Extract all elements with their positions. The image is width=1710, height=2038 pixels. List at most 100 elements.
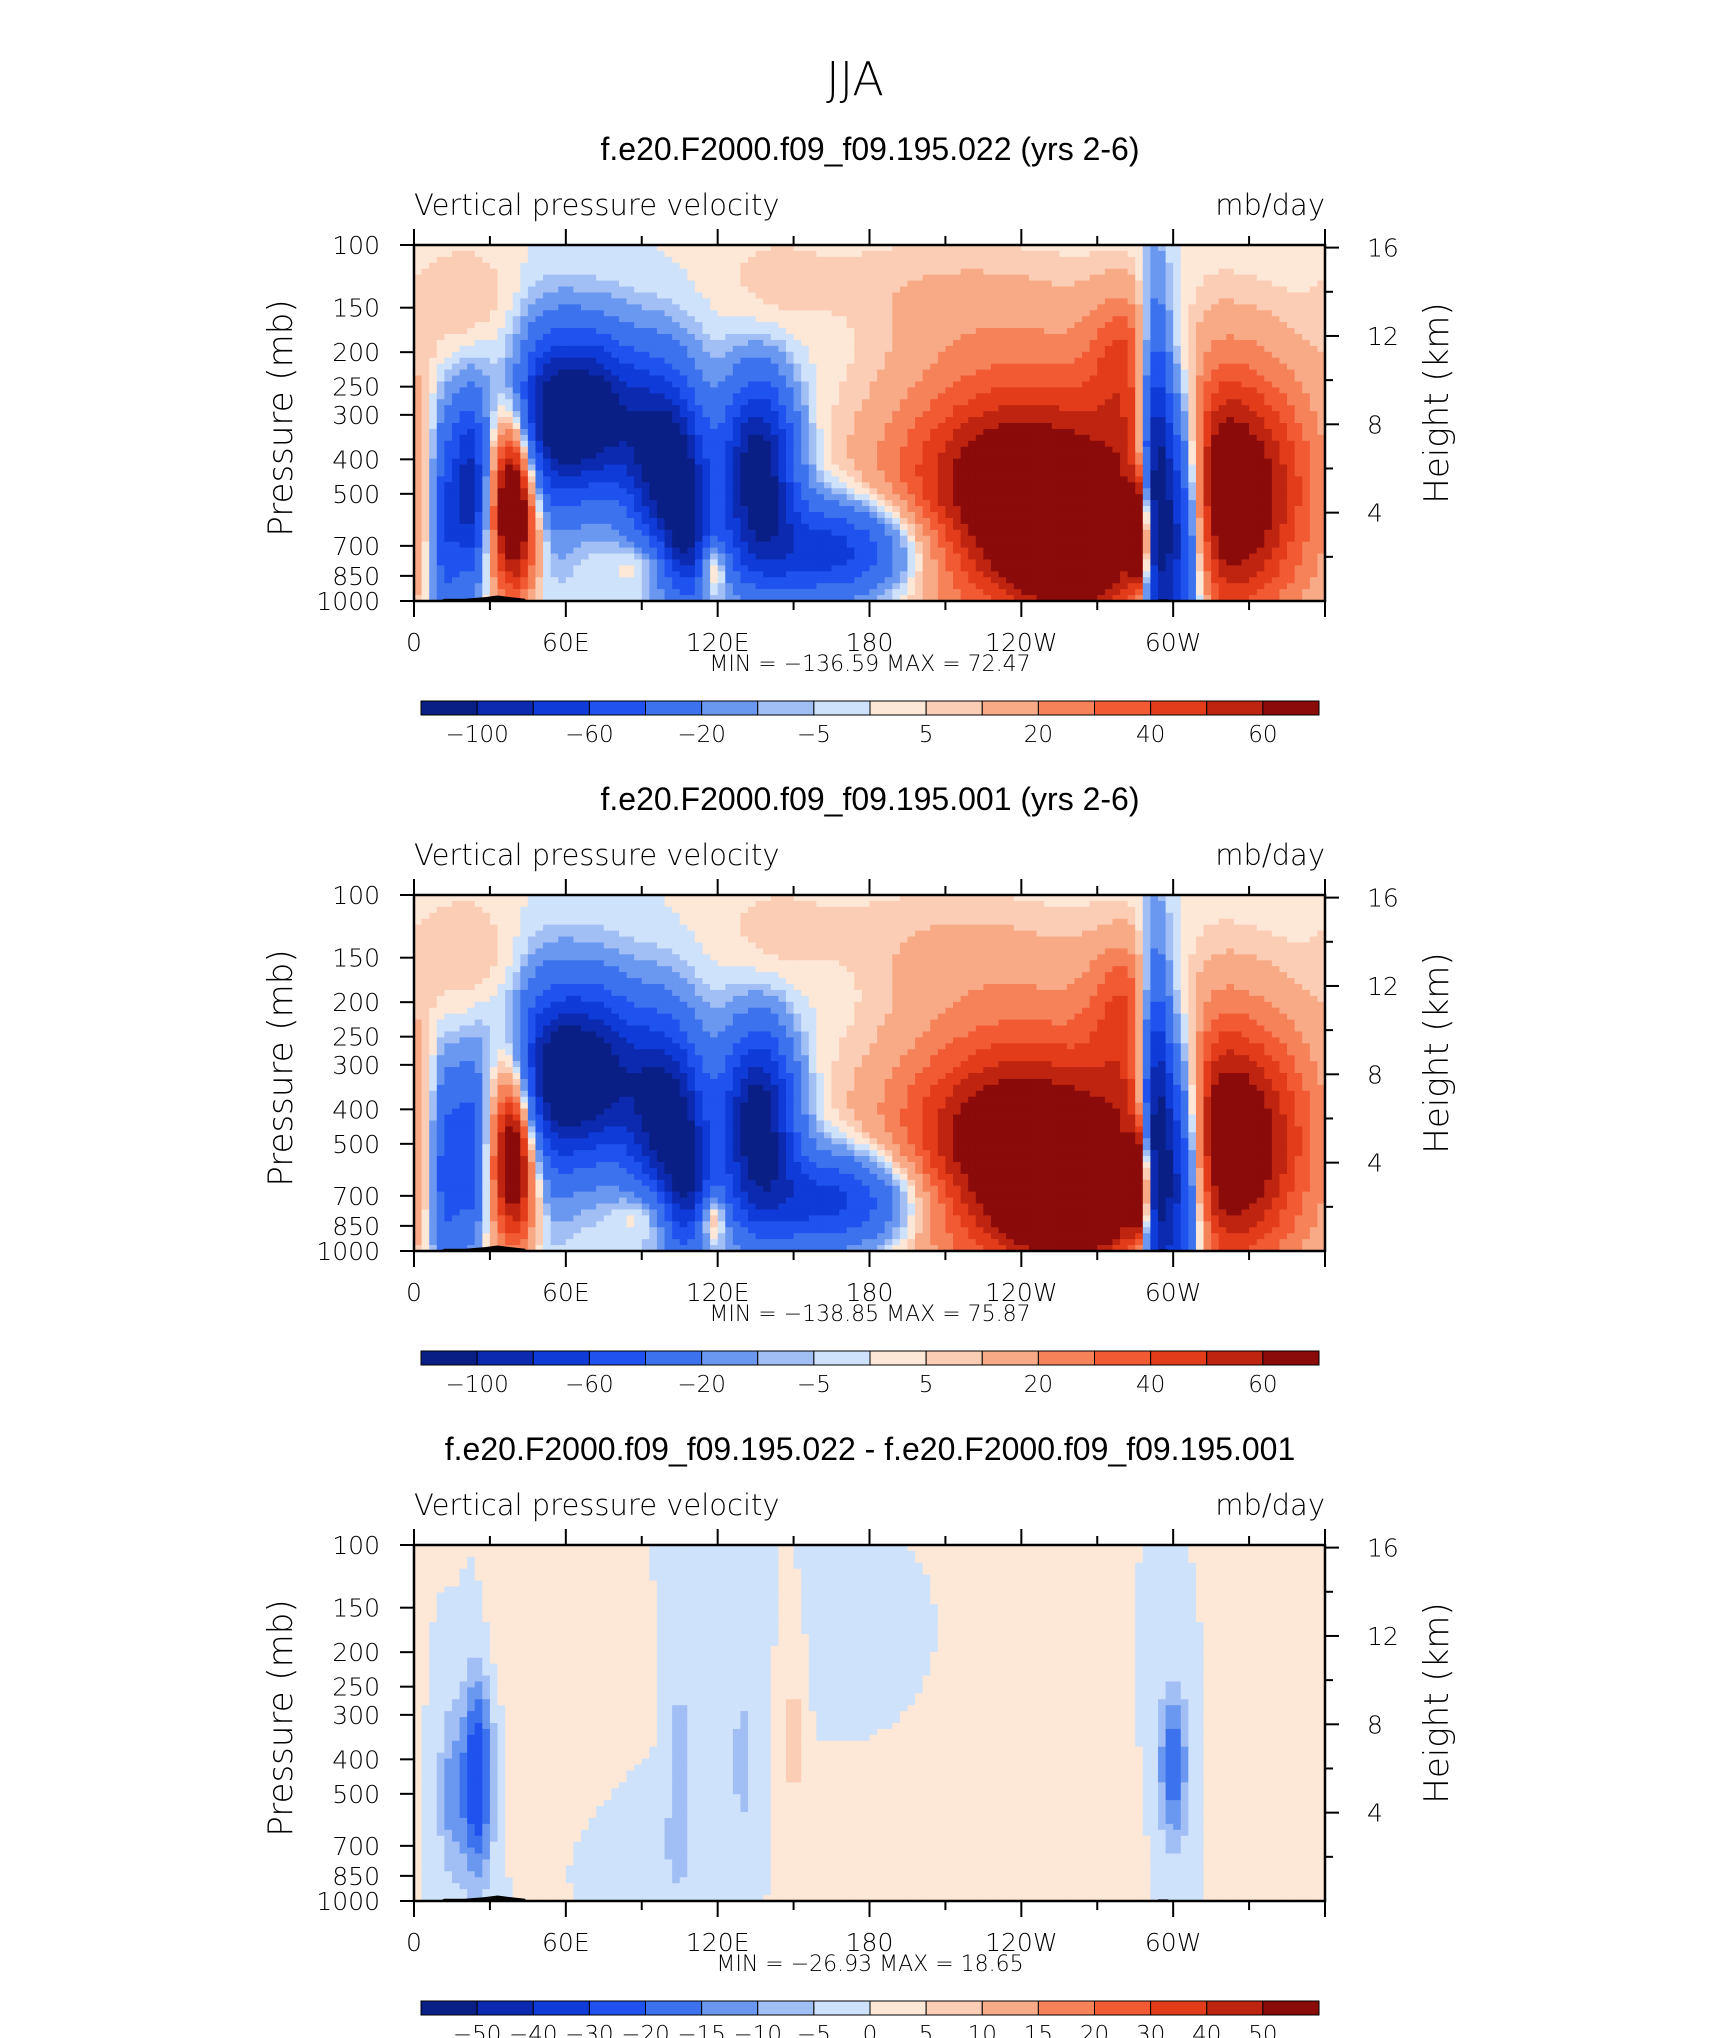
heatmap-cell (1150, 292, 1158, 299)
heatmap-cell (1173, 381, 1181, 388)
heatmap-cell (771, 399, 779, 406)
heatmap-cell (892, 287, 900, 294)
heatmap-cell (1067, 405, 1075, 412)
heatmap-cell (702, 447, 710, 454)
heatmap-cell (1059, 316, 1067, 323)
heatmap-cell (444, 328, 452, 335)
heatmap-cell (619, 322, 627, 329)
heatmap-cell (1029, 334, 1037, 341)
heatmap-cell (710, 281, 718, 288)
heatmap-cell (923, 423, 931, 430)
heatmap-cell (1196, 376, 1204, 383)
heatmap-cell (839, 441, 847, 448)
heatmap-cell (915, 453, 923, 460)
heatmap-cell (619, 316, 627, 323)
heatmap-cell (573, 251, 581, 258)
heatmap-cell (763, 310, 771, 317)
heatmap-cell (718, 316, 726, 323)
heatmap-cell (816, 358, 824, 365)
heatmap-cell (619, 281, 627, 288)
heatmap-cell (923, 281, 931, 288)
heatmap-cell (794, 322, 802, 329)
heatmap-cell (968, 263, 976, 270)
heatmap-cell (665, 328, 673, 335)
heatmap-cell (1006, 352, 1014, 359)
heatmap-cell (429, 453, 437, 460)
heatmap-cell (589, 393, 597, 400)
heatmap-cell (649, 429, 657, 436)
heatmap-cell (1150, 310, 1158, 317)
heatmap-cell (1059, 370, 1067, 377)
heatmap-cell (1226, 441, 1234, 448)
heatmap-cell (695, 322, 703, 329)
heatmap-cell (1090, 399, 1098, 406)
heatmap-cell (1135, 387, 1143, 394)
heatmap-cell (1143, 411, 1151, 418)
heatmap-cell (907, 376, 915, 383)
heatmap-cell (513, 411, 521, 418)
heatmap-cell (589, 287, 597, 294)
heatmap-cell (794, 417, 802, 424)
heatmap-cell (854, 364, 862, 371)
heatmap-cell (604, 381, 612, 388)
heatmap-cell (809, 287, 817, 294)
heatmap-cell (923, 352, 931, 359)
heatmap-cell (1135, 423, 1143, 430)
heatmap-cell (1241, 435, 1249, 442)
heatmap-cell (1272, 435, 1280, 442)
heatmap-cell (665, 269, 673, 276)
heatmap-cell (991, 441, 999, 448)
heatmap-cell (794, 364, 802, 371)
heatmap-cell (611, 405, 619, 412)
heatmap-cell (907, 263, 915, 270)
heatmap-cell (794, 328, 802, 335)
heatmap-cell (710, 251, 718, 258)
heatmap-cell (1302, 257, 1310, 264)
heatmap-cell (847, 370, 855, 377)
heatmap-cell (870, 376, 878, 383)
heatmap-cell (1219, 370, 1227, 377)
heatmap-cell (771, 316, 779, 323)
heatmap-cell (748, 340, 756, 347)
heatmap-cell (1006, 423, 1014, 430)
heatmap-cell (976, 292, 984, 299)
heatmap-cell (748, 269, 756, 276)
heatmap-cell (877, 275, 885, 282)
heatmap-cell (1234, 328, 1242, 335)
heatmap-cell (573, 381, 581, 388)
heatmap-cell (1120, 370, 1128, 377)
heatmap-cell (1037, 316, 1045, 323)
heatmap-cell (695, 340, 703, 347)
heatmap-cell (657, 352, 665, 359)
heatmap-cell (1097, 251, 1105, 258)
heatmap-cell (1120, 346, 1128, 353)
heatmap-cell (809, 298, 817, 305)
heatmap-cell (642, 423, 650, 430)
heatmap-cell (885, 405, 893, 412)
heatmap-cell (1029, 316, 1037, 323)
heatmap-cell (832, 387, 840, 394)
heatmap-cell (1226, 269, 1234, 276)
heatmap-cell (649, 287, 657, 294)
heatmap-cell (695, 310, 703, 317)
heatmap-cell (634, 346, 642, 353)
heatmap-cell (983, 441, 991, 448)
heatmap-cell (1241, 322, 1249, 329)
heatmap-cell (771, 251, 779, 258)
heatmap-cell (437, 411, 445, 418)
heatmap-cell (983, 417, 991, 424)
heatmap-cell (1188, 292, 1196, 299)
heatmap-cell (1052, 340, 1060, 347)
heatmap-cell (900, 376, 908, 383)
heatmap-cell (672, 251, 680, 258)
heatmap-cell (437, 447, 445, 454)
heatmap-cell (847, 346, 855, 353)
heatmap-cell (945, 453, 953, 460)
heatmap-cell (1196, 251, 1204, 258)
heatmap-cell (1226, 328, 1234, 335)
heatmap-cell (801, 316, 809, 323)
heatmap-cell (1295, 281, 1303, 288)
heatmap-cell (1067, 381, 1075, 388)
heatmap-cell (733, 405, 741, 412)
heatmap-cell (498, 298, 506, 305)
